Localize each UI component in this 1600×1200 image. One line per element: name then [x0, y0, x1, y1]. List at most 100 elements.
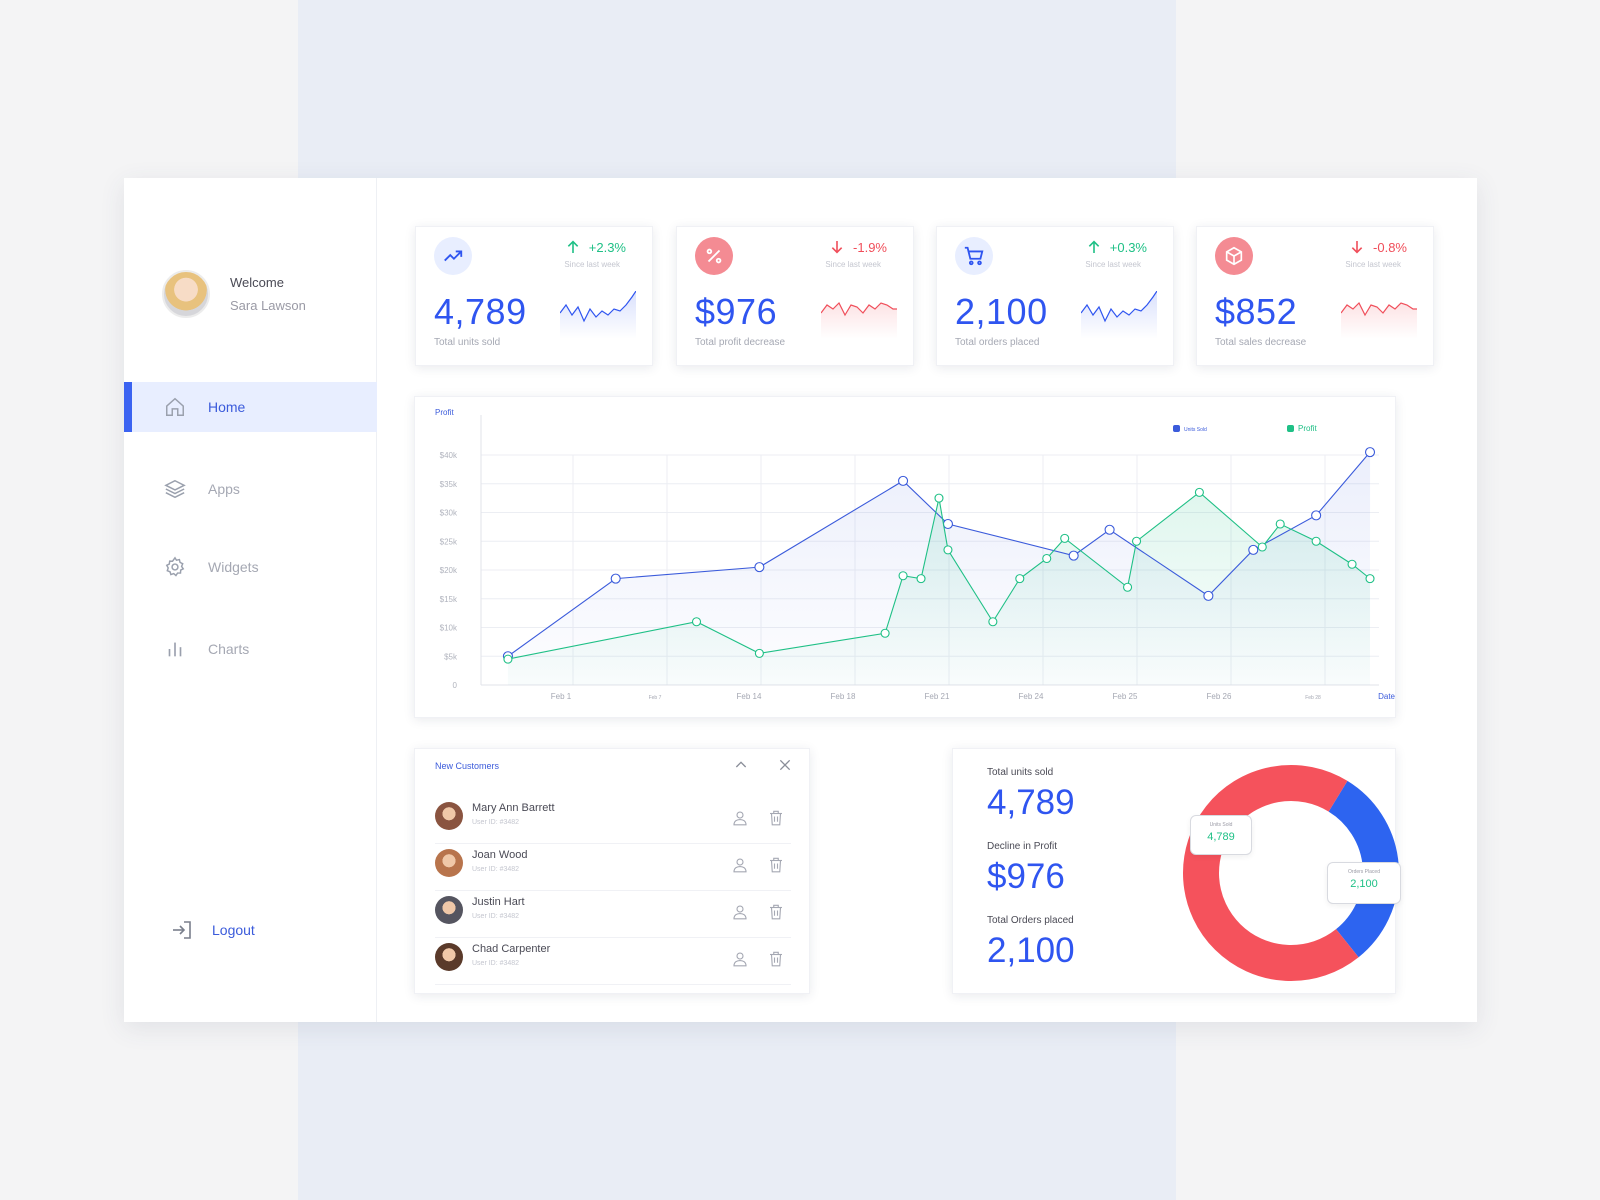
stat-delta: -0.8%: [1349, 239, 1407, 255]
cart-icon: [955, 237, 993, 275]
chevron-up-icon[interactable]: [733, 757, 749, 773]
x-tick-label: Feb 14: [737, 692, 762, 701]
y-tick-label: $10k: [440, 624, 458, 633]
stat-card-profit-decrease[interactable]: -1.9% Since last week $976 Total profit …: [676, 226, 914, 366]
user-icon[interactable]: [731, 950, 749, 968]
welcome-label: Welcome: [230, 275, 284, 290]
data-point: [1131, 536, 1142, 546]
x-tick-label: Feb 18: [831, 692, 856, 701]
sidebar-item-label: Widgets: [208, 559, 259, 575]
x-tick-label: Feb 21: [925, 692, 950, 701]
data-point: [916, 574, 926, 584]
trash-icon[interactable]: [767, 856, 785, 874]
data-point: [1257, 542, 1267, 552]
sidebar-item-label: Apps: [208, 481, 240, 497]
y-tick-label: $35k: [440, 480, 458, 489]
arrow-down-icon: [831, 241, 843, 254]
summary-card: Total units sold 4,789 Decline in Profit…: [952, 748, 1401, 994]
stat-value: 2,100: [955, 291, 1048, 332]
chart-title: Profit: [435, 408, 454, 417]
arrow-up-icon: [567, 240, 578, 253]
profit-line-chart[interactable]: 0 $5k $10k $15k $20k $25k $30k $35k $40k Feb 1 Feb…: [415, 397, 1397, 719]
sidebar: Welcome Sara Lawson Home Apps Widgets: [124, 178, 377, 1022]
data-point: [691, 617, 702, 627]
customer-avatar: [435, 896, 463, 924]
data-point: [1060, 533, 1070, 543]
data-point: [754, 562, 765, 573]
customer-id: User ID: #3482: [472, 960, 520, 967]
data-point: [1068, 550, 1079, 561]
stat-card-sales-decrease[interactable]: -0.8% Since last week $852 Total sales d…: [1196, 226, 1434, 366]
y-tick-label: $15k: [440, 595, 458, 604]
box-icon: [1215, 237, 1253, 275]
trash-icon[interactable]: [767, 903, 785, 921]
trash-icon[interactable]: [767, 809, 785, 827]
data-point: [1194, 487, 1204, 497]
data-point: [1364, 447, 1376, 458]
sparkline: [560, 291, 636, 339]
sparkline: [1341, 301, 1417, 339]
sparkline: [821, 301, 897, 339]
sparkline: [1081, 291, 1157, 339]
logout-button[interactable]: Logout: [170, 918, 255, 942]
stat-value: 4,789: [434, 291, 527, 332]
close-icon[interactable]: [777, 757, 793, 773]
stat-card-orders-placed[interactable]: +0.3% Since last week 2,100 Total orders…: [936, 226, 1174, 366]
list-item[interactable]: Justin Hart User ID: #3482: [435, 891, 791, 938]
stat-since: Since last week: [564, 260, 620, 269]
series-area: [507, 492, 1371, 685]
customer-avatar: [435, 802, 463, 830]
user-icon[interactable]: [731, 809, 749, 827]
stat-caption: Total profit decrease: [695, 337, 786, 348]
arrow-up-icon: [1088, 240, 1099, 253]
bar-chart-icon: [168, 642, 182, 657]
sidebar-item-apps[interactable]: Apps: [124, 464, 377, 514]
x-tick-label: Feb 25: [1113, 692, 1138, 701]
list-item[interactable]: Joan Wood User ID: #3482: [435, 844, 791, 891]
stat-since: Since last week: [1345, 260, 1401, 269]
sidebar-item-label: Home: [208, 399, 246, 415]
y-tick-label: 0: [453, 681, 458, 690]
user-icon[interactable]: [731, 856, 749, 874]
list-item[interactable]: Mary Ann Barrett User ID: #3482: [435, 797, 791, 844]
data-point: [1365, 574, 1375, 584]
data-point: [934, 493, 944, 503]
user-icon[interactable]: [731, 903, 749, 921]
legend-label: Profit: [1298, 424, 1317, 433]
y-tick-label: $30k: [440, 509, 458, 518]
stat-delta: +2.3%: [565, 239, 626, 255]
home-icon: [166, 397, 184, 416]
customer-list: Mary Ann Barrett User ID: #3482 Joan Woo…: [435, 797, 791, 985]
user-profile[interactable]: Welcome Sara Lawson: [162, 270, 306, 318]
profit-chart-card: 0 $5k $10k $15k $20k $25k $30k $35k $40k Feb 1 Feb…: [414, 396, 1396, 718]
list-item[interactable]: Chad Carpenter User ID: #3482: [435, 938, 791, 985]
customer-name: Justin Hart: [472, 896, 525, 908]
x-axis-label: Date: [1378, 692, 1395, 701]
summary-label: Decline in Profit: [987, 841, 1058, 852]
stat-card-units-sold[interactable]: +2.3% Since last week 4,789 Total units …: [415, 226, 653, 366]
y-tick-label: $20k: [440, 566, 458, 575]
dashboard-window: Welcome Sara Lawson Home Apps Widgets: [124, 178, 1477, 1022]
x-tick-label: Feb 1: [551, 692, 572, 701]
donut-segment: [1183, 765, 1359, 981]
data-point: [880, 628, 890, 638]
gear-icon: [165, 556, 185, 577]
data-point: [754, 648, 764, 658]
series-line: [507, 491, 1371, 660]
summary-label: Total Orders placed: [987, 915, 1074, 926]
legend-swatch: [1173, 425, 1180, 432]
customer-avatar: [435, 943, 463, 971]
trash-icon[interactable]: [767, 950, 785, 968]
stat-delta: +0.3%: [1086, 239, 1147, 255]
user-name: Sara Lawson: [230, 298, 306, 313]
sidebar-item-charts[interactable]: Charts: [124, 624, 377, 674]
card-title: New Customers: [435, 761, 500, 771]
data-point: [1203, 590, 1214, 601]
sidebar-item-label: Charts: [208, 641, 250, 657]
sidebar-item-home[interactable]: Home: [124, 382, 377, 432]
sidebar-item-widgets[interactable]: Widgets: [124, 542, 377, 592]
data-point: [898, 475, 909, 486]
donut-tooltip: Orders Placed 2,100: [1327, 862, 1401, 904]
logout-icon: [173, 921, 191, 939]
data-point: [1042, 553, 1052, 564]
